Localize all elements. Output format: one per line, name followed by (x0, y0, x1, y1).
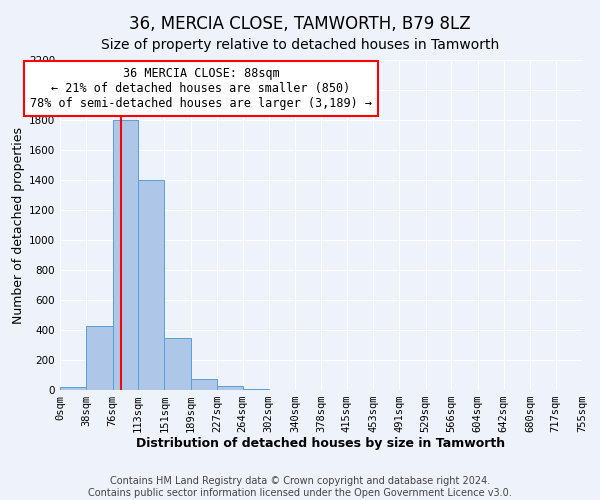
Text: Size of property relative to detached houses in Tamworth: Size of property relative to detached ho… (101, 38, 499, 52)
Bar (113, 120, 138, 390)
Text: Contains HM Land Registry data © Crown copyright and database right 2024.
Contai: Contains HM Land Registry data © Crown c… (88, 476, 512, 498)
Bar (60, 387, 86, 390)
Text: 36, MERCIA CLOSE, TAMWORTH, B79 8LZ: 36, MERCIA CLOSE, TAMWORTH, B79 8LZ (129, 15, 471, 33)
Bar (86, 326, 113, 390)
Y-axis label: Number of detached properties: Number of detached properties (12, 126, 25, 324)
Bar (138, 180, 164, 390)
Bar (191, 379, 217, 390)
Bar (217, 386, 242, 390)
Text: 36 MERCIA CLOSE: 88sqm
← 21% of detached houses are smaller (850)
78% of semi-de: 36 MERCIA CLOSE: 88sqm ← 21% of detached… (30, 66, 372, 110)
X-axis label: Distribution of detached houses by size in Tamworth: Distribution of detached houses by size … (136, 436, 506, 450)
Bar (242, 389, 269, 390)
Bar (164, 338, 191, 390)
